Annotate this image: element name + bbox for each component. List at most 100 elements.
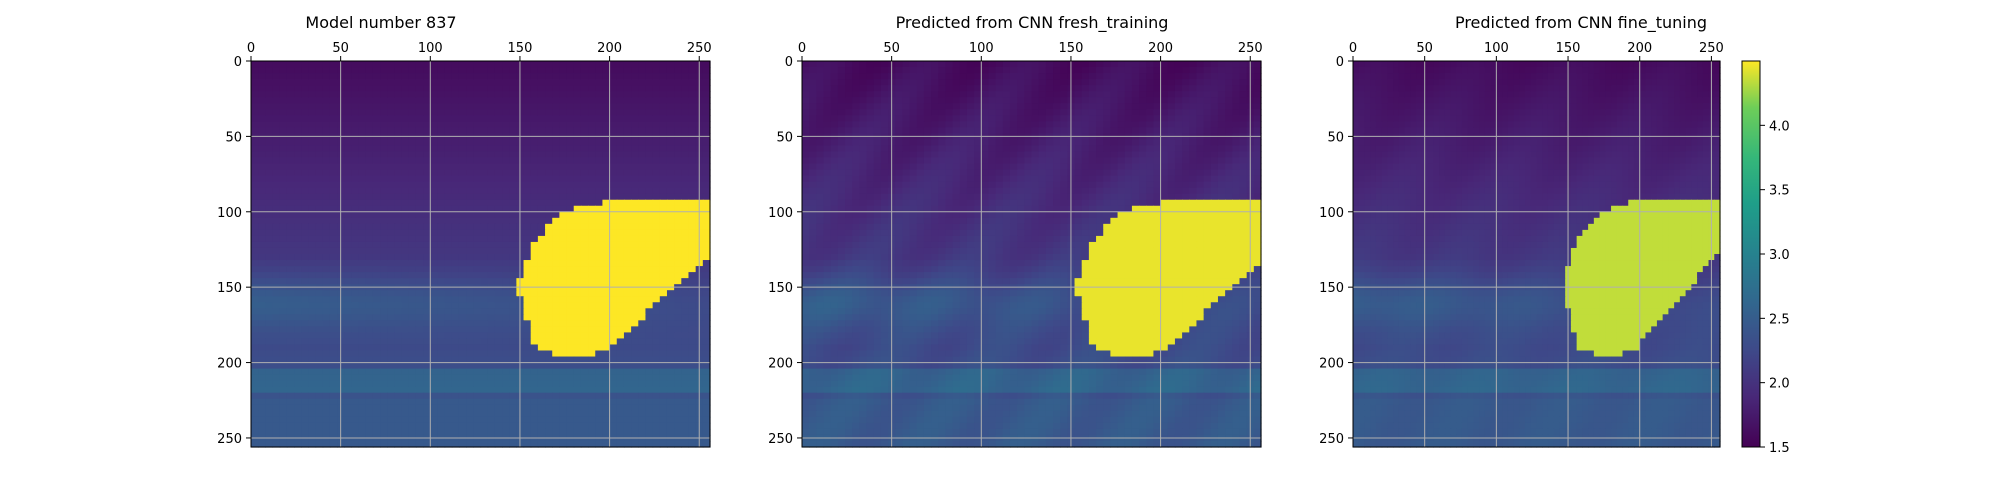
heatmap-cell: [580, 97, 589, 104]
heatmap-cell: [545, 115, 553, 122]
heatmap-cell: [258, 356, 266, 364]
heatmap-cell: [652, 356, 661, 364]
heatmap-cell: [351, 278, 360, 285]
heatmap-cell: [365, 266, 374, 273]
heatmap-cell: [545, 386, 553, 394]
heatmap-cell: [616, 127, 625, 134]
heatmap-cell: [387, 374, 396, 382]
heatmap-cell: [401, 314, 410, 321]
heatmap-cell: [466, 302, 474, 309]
heatmap-cell: [437, 193, 446, 201]
heatmap-cell: [394, 205, 403, 213]
heatmap-cell: [408, 73, 417, 80]
heatmap-cell: [308, 368, 317, 376]
heatmap-cell: [502, 211, 510, 219]
heatmap-cell: [1060, 109, 1068, 116]
heatmap-cell: [451, 109, 460, 116]
heatmap-cell: [301, 241, 309, 249]
heatmap-cell: [866, 139, 875, 147]
heatmap-cell: [394, 187, 403, 195]
heatmap-cell: [487, 410, 496, 418]
heatmap-cell: [494, 241, 503, 249]
heatmap-cell: [852, 139, 860, 147]
heatmap-cell: [537, 326, 546, 334]
heatmap-cell: [251, 235, 259, 243]
heatmap-cell: [631, 223, 639, 231]
heatmap-cell: [552, 332, 560, 340]
heatmap-cell: [580, 157, 589, 165]
heatmap-cell: [616, 254, 625, 261]
heatmap-cell: [451, 139, 460, 147]
heatmap-cell: [523, 428, 532, 436]
heatmap-cell: [609, 308, 618, 315]
heatmap-cell: [387, 115, 396, 122]
heatmap-cell: [365, 181, 374, 189]
heatmap-cell: [1225, 97, 1233, 104]
heatmap-cell: [523, 223, 532, 231]
heatmap-cell: [1153, 67, 1162, 74]
heatmap-cell: [451, 332, 460, 340]
heatmap-cell: [494, 410, 503, 418]
heatmap-cell: [394, 278, 403, 285]
heatmap-cell: [315, 217, 324, 225]
heatmap-cell: [315, 368, 324, 376]
heatmap-cell: [530, 73, 539, 80]
heatmap-cell: [1088, 61, 1097, 68]
heatmap-cell: [294, 151, 302, 159]
heatmap-cell: [358, 314, 367, 321]
heatmap-cell: [466, 61, 474, 68]
heatmap-cell: [631, 61, 639, 68]
heatmap-cell: [294, 386, 302, 394]
heatmap-cell: [329, 272, 338, 279]
heatmap-cell: [487, 235, 496, 243]
heatmap-cell: [952, 127, 961, 134]
heatmap-cell: [458, 278, 467, 285]
heatmap-cell: [580, 235, 589, 243]
heatmap-cell: [580, 308, 589, 315]
heatmap-cell: [308, 217, 317, 225]
heatmap-cell: [430, 368, 439, 376]
heatmap-cell: [931, 127, 939, 134]
heatmap-cell: [1210, 109, 1219, 116]
heatmap-cell: [702, 410, 711, 418]
heatmap-cell: [1217, 103, 1226, 110]
heatmap-cell: [638, 73, 647, 80]
heatmap-cell: [380, 217, 388, 225]
heatmap-cell: [365, 205, 374, 213]
heatmap-cell: [444, 211, 453, 219]
heatmap-cell: [938, 67, 947, 74]
heatmap-cell: [415, 223, 424, 231]
heatmap-cell: [315, 169, 324, 177]
heatmap-cell: [588, 241, 596, 249]
heatmap-cell: [537, 139, 546, 147]
heatmap-cell: [666, 163, 675, 171]
heatmap-cell: [523, 440, 532, 448]
heatmap-cell: [1139, 91, 1147, 98]
heatmap-cell: [502, 416, 510, 424]
heatmap-cell: [588, 428, 596, 436]
heatmap-cell: [895, 109, 903, 116]
heatmap-cell: [1081, 85, 1090, 92]
heatmap-cell: [258, 163, 266, 171]
heatmap-cell: [523, 314, 532, 321]
heatmap-cell: [602, 151, 611, 159]
heatmap-cell: [638, 85, 647, 92]
heatmap-cell: [631, 127, 639, 134]
heatmap-cell: [645, 91, 654, 98]
heatmap-cell: [1174, 103, 1183, 110]
heatmap-cell: [387, 314, 396, 321]
heatmap-cell: [1009, 91, 1018, 98]
heatmap-cell: [437, 91, 446, 98]
heatmap-cell: [623, 350, 632, 358]
heatmap-cell: [566, 109, 575, 116]
heatmap-cell: [588, 266, 596, 273]
heatmap-cell: [559, 326, 568, 334]
heatmap-cell: [1232, 121, 1241, 128]
heatmap-cell: [566, 61, 575, 68]
heatmap-cell: [251, 67, 259, 74]
heatmap-cell: [552, 386, 560, 394]
heatmap-cell: [494, 338, 503, 346]
heatmap-cell: [645, 296, 654, 303]
heatmap-cell: [423, 368, 431, 376]
heatmap-cell: [458, 193, 467, 201]
